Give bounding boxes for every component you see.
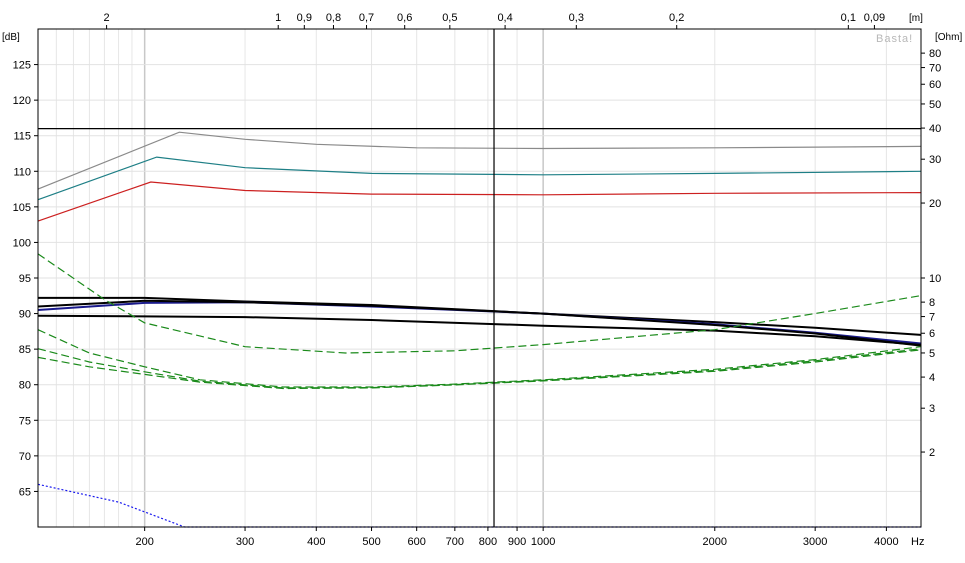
y-left-tick-label: 120 [13, 95, 31, 107]
y-right-tick-label: 60 [929, 79, 941, 91]
y-right-tick-label: 8 [929, 297, 935, 309]
series-line-6 [37, 299, 922, 347]
y-left-tick-label: 75 [19, 415, 31, 427]
axes: 200 300 400 500 600 700 800 900 1000 2000 3000 4000… [2, 12, 962, 548]
x-tick-label: 1000 [531, 536, 555, 548]
x-tick-label: 200 [135, 536, 153, 548]
top-tick-label: 0,5 [442, 12, 457, 24]
x-tick-label: 700 [446, 536, 464, 548]
y-right-tick-label: 6 [929, 328, 935, 340]
top-tick-label: 0,7 [359, 12, 374, 24]
y-right-tick-label: 50 [929, 99, 941, 111]
top-tick-label: 0,09 [864, 12, 885, 24]
y-left-tick-label: 70 [19, 451, 31, 463]
y-right-tick-label: 5 [929, 348, 935, 360]
y-left-tick-label: 90 [19, 309, 31, 321]
x-tick-label: 3000 [803, 536, 827, 548]
y-right-tick-label: 70 [929, 63, 941, 75]
x-tick-label: 4000 [874, 536, 898, 548]
x-tick-label: 400 [307, 536, 325, 548]
y-right-tick-label: 7 [929, 312, 935, 324]
series-line-10 [37, 348, 922, 389]
y-right-tick-label: 2 [929, 447, 935, 459]
y-right-tick-label: 20 [929, 198, 941, 210]
top-tick-label: 1 [275, 12, 281, 24]
top-tick-label: 0,3 [569, 12, 584, 24]
series-line-12 [37, 483, 921, 528]
series-group [37, 131, 922, 528]
y-right-tick-label: 40 [929, 123, 941, 135]
series-line-8 [37, 253, 922, 354]
y-left-tick-label: 85 [19, 344, 31, 356]
x-tick-label: 600 [407, 536, 425, 548]
y-right-tick-label: 80 [929, 48, 941, 60]
y-left-tick-label: 100 [13, 237, 31, 249]
x-axis-unit: Hz [911, 536, 924, 548]
x-tick-label: 500 [362, 536, 380, 548]
y-right-tick-label: 4 [929, 372, 935, 384]
x-tick-label: 2000 [703, 536, 727, 548]
top-tick-label: 0,6 [397, 12, 412, 24]
series-line-2 [37, 156, 922, 201]
y-left-tick-label: 115 [13, 131, 31, 143]
y-left-tick-label: 95 [19, 273, 31, 285]
y-left-unit: [dB] [2, 32, 20, 43]
x-tick-label: 900 [508, 536, 526, 548]
reference-lines [38, 29, 921, 527]
y-left-tick-label: 125 [13, 60, 31, 72]
y-left-tick-label: 110 [13, 166, 31, 178]
brand-watermark: Basta! [876, 33, 913, 45]
grid [38, 29, 921, 527]
y-left-tick-label: 65 [19, 486, 31, 498]
top-tick-label: 0,9 [297, 12, 312, 24]
top-tick-label: 0,4 [497, 12, 512, 24]
series-line-7 [37, 314, 922, 346]
y-left-tick-label: 105 [13, 202, 31, 214]
x-tick-label: 300 [236, 536, 254, 548]
top-tick-label: 0,2 [669, 12, 684, 24]
top-tick-label: 0,1 [841, 12, 856, 24]
top-tick-label: 0,8 [326, 12, 341, 24]
series-line-3 [37, 181, 922, 222]
y-right-tick-label: 3 [929, 403, 935, 415]
series-line-1 [37, 131, 922, 190]
y-right-unit: [Ohm] [935, 32, 962, 43]
top-tick-label: 2 [104, 12, 110, 24]
y-left-tick-label: 80 [19, 380, 31, 392]
top-axis-unit: [m] [909, 13, 923, 24]
y-right-tick-label: 30 [929, 154, 941, 166]
series-line-11 [37, 349, 922, 390]
x-tick-label: 800 [479, 536, 497, 548]
y-right-tick-label: 10 [929, 273, 941, 285]
